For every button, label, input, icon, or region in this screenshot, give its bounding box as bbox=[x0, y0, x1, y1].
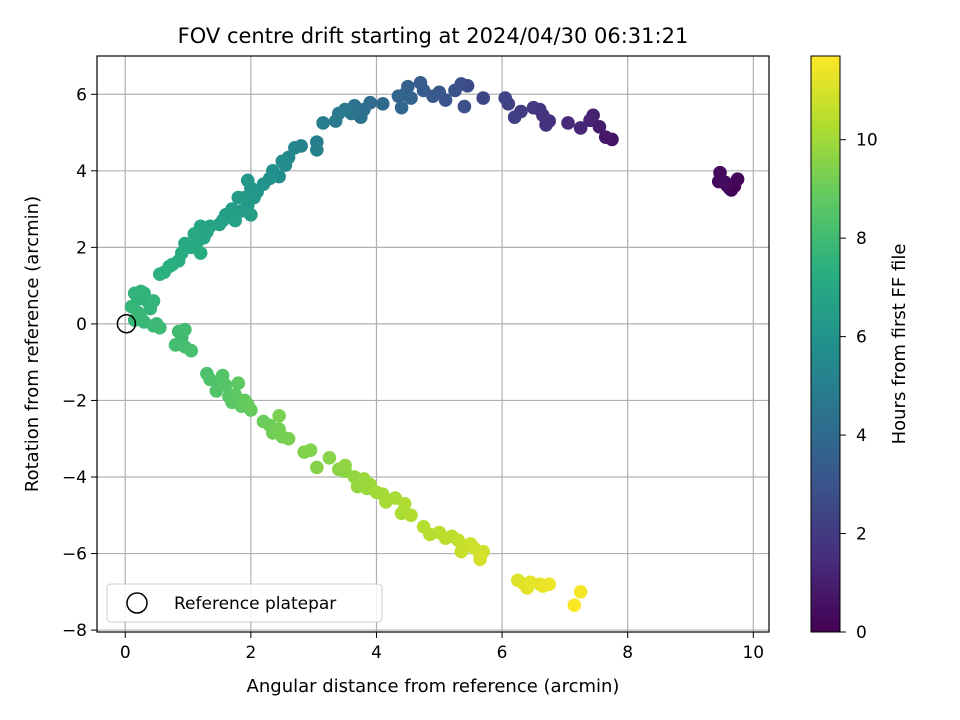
x-axis-label: Angular distance from reference (arcmin) bbox=[247, 676, 620, 697]
colorbar-tick-label: 2 bbox=[856, 525, 867, 545]
data-point bbox=[338, 458, 352, 473]
data-point bbox=[143, 301, 158, 316]
scatter-points bbox=[124, 75, 745, 613]
data-point bbox=[567, 598, 582, 613]
data-point bbox=[275, 154, 290, 169]
x-tick-label: 4 bbox=[371, 643, 382, 663]
data-point bbox=[316, 116, 330, 130]
x-tick-label: 2 bbox=[245, 643, 256, 663]
data-point bbox=[303, 443, 318, 458]
data-point bbox=[413, 75, 428, 90]
data-point bbox=[457, 99, 472, 114]
data-point bbox=[394, 100, 409, 115]
data-point bbox=[507, 110, 522, 125]
chart-title: FOV centre drift starting at 2024/04/30 … bbox=[178, 24, 689, 48]
data-point bbox=[404, 91, 418, 105]
data-point bbox=[281, 431, 296, 446]
data-point bbox=[404, 508, 418, 523]
y-axis-label: Rotation from reference (arcmin) bbox=[22, 196, 43, 492]
data-point bbox=[583, 113, 597, 128]
colorbar-tick-label: 0 bbox=[856, 623, 867, 643]
data-point bbox=[244, 208, 258, 222]
data-point bbox=[573, 585, 588, 599]
data-point bbox=[218, 378, 233, 392]
legend-label: Reference platepar bbox=[174, 594, 336, 614]
data-point bbox=[228, 213, 242, 228]
data-point bbox=[231, 190, 246, 205]
data-point bbox=[730, 172, 745, 187]
y-tick-label: 4 bbox=[76, 162, 87, 182]
colorbar: 0 2 4 6 8 10 Hours from first FF file bbox=[810, 55, 910, 643]
data-point bbox=[231, 376, 246, 391]
plot-frame bbox=[96, 55, 770, 633]
colorbar-tick-label: 6 bbox=[856, 328, 867, 348]
data-point bbox=[526, 100, 541, 115]
data-point bbox=[542, 577, 556, 591]
x-tick-label: 10 bbox=[742, 643, 764, 663]
data-point bbox=[322, 451, 337, 465]
y-tick-label: 6 bbox=[76, 85, 87, 105]
data-point bbox=[598, 130, 613, 144]
data-point bbox=[498, 91, 513, 105]
data-point bbox=[240, 173, 255, 188]
data-point bbox=[375, 97, 390, 111]
x-tick-label: 0 bbox=[120, 643, 131, 663]
y-tick-label: 0 bbox=[76, 315, 87, 335]
data-point bbox=[178, 322, 192, 337]
data-point bbox=[187, 227, 202, 241]
data-point bbox=[153, 320, 167, 335]
colorbar-label: Hours from first FF file bbox=[889, 244, 910, 445]
data-point bbox=[561, 116, 575, 130]
data-point bbox=[288, 141, 302, 155]
data-point bbox=[328, 114, 343, 128]
grid-lines bbox=[97, 56, 769, 632]
colorbar-ticks: 0 2 4 6 8 10 bbox=[840, 131, 878, 643]
data-point bbox=[157, 265, 171, 280]
data-point bbox=[397, 496, 412, 511]
legend: Reference platepar bbox=[106, 583, 383, 623]
data-point bbox=[193, 246, 208, 260]
colorbar-tick-label: 8 bbox=[856, 229, 867, 249]
y-tick-label: −6 bbox=[62, 545, 87, 565]
y-tick-label: 2 bbox=[76, 238, 87, 258]
y-axis-ticks: −8 −6 −4 −2 0 2 4 6 bbox=[62, 85, 97, 641]
data-point bbox=[272, 408, 286, 423]
data-point bbox=[476, 91, 491, 105]
data-point bbox=[473, 552, 487, 567]
colorbar-tick-label: 4 bbox=[856, 426, 867, 446]
y-tick-label: −2 bbox=[62, 391, 87, 411]
data-point bbox=[454, 544, 469, 559]
colorbar-tick-label: 10 bbox=[856, 131, 878, 151]
x-tick-label: 8 bbox=[622, 643, 633, 663]
data-point bbox=[240, 397, 255, 412]
data-point bbox=[134, 284, 148, 299]
data-point bbox=[391, 89, 406, 103]
data-point bbox=[718, 175, 732, 190]
legend-box bbox=[106, 583, 383, 623]
data-point bbox=[184, 343, 199, 358]
data-point bbox=[448, 83, 462, 98]
x-tick-label: 6 bbox=[497, 643, 508, 663]
x-axis-ticks: 0 2 4 6 8 10 bbox=[120, 632, 764, 663]
reference-marker bbox=[116, 313, 137, 334]
legend-marker bbox=[126, 592, 148, 614]
data-point bbox=[310, 460, 324, 475]
data-point bbox=[310, 142, 324, 157]
colorbar-gradient bbox=[810, 55, 841, 633]
data-point bbox=[573, 121, 588, 135]
y-tick-label: −8 bbox=[62, 621, 87, 641]
y-tick-label: −4 bbox=[62, 468, 87, 488]
